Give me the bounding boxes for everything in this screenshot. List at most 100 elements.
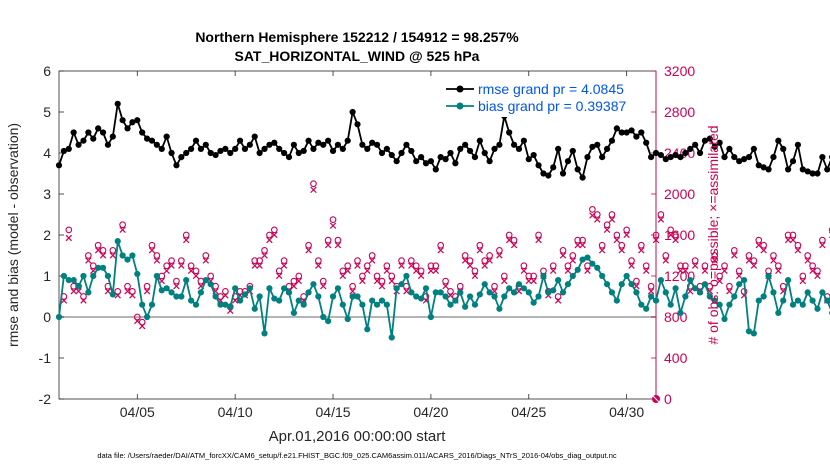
obs-assimilated-stroke <box>295 277 303 285</box>
obs-assimilated-point <box>550 267 557 275</box>
legend-bias-label: bias grand pr = 0.39387 <box>478 98 626 114</box>
rmse-point <box>418 154 425 161</box>
obs-assimilated-stroke <box>109 252 117 259</box>
obs-assimilated-point <box>70 288 77 295</box>
obs-assimilated-stroke <box>447 292 454 299</box>
obs-possible-point <box>549 262 557 270</box>
obs-assimilated-point <box>320 282 327 290</box>
obs-assimilated-stroke <box>90 267 97 275</box>
rmse-point <box>506 129 513 136</box>
obs-assimilated-point <box>85 257 92 264</box>
rmse-point <box>745 154 753 161</box>
obs-assimilated-stroke <box>657 216 665 223</box>
obs-assimilated-point <box>378 282 386 290</box>
bias-point <box>285 289 293 296</box>
obs-assimilated-point <box>775 267 782 275</box>
obs-possible-point <box>525 272 533 280</box>
obs-assimilated-point <box>251 262 258 269</box>
obs-assimilated-point <box>554 297 562 304</box>
legend-rmse-label: rmse grand pr = 4.0845 <box>478 81 624 97</box>
obs-assimilated-point <box>412 267 420 275</box>
legend: rmse grand pr = 4.0845 bias grand pr = 0… <box>441 77 648 117</box>
obs-possible-point <box>251 257 259 264</box>
obs-assimilated-stroke <box>775 267 782 275</box>
bias-point <box>711 297 718 304</box>
obs-assimilated-point <box>398 262 405 269</box>
obs-possible-point <box>593 211 601 218</box>
obs-assimilated-point <box>505 236 513 244</box>
bias-point <box>124 256 131 263</box>
bias-point <box>736 281 743 288</box>
bias-point <box>408 289 415 296</box>
obs-possible-point <box>280 257 288 264</box>
obs-assimilated-point <box>266 236 273 244</box>
obs-possible-point <box>295 272 303 280</box>
obs-assimilated-stroke <box>554 297 562 304</box>
obs-assimilated-stroke <box>359 277 366 285</box>
obs-assimilated-stroke <box>687 288 694 295</box>
obs-assimilated-stroke <box>559 252 567 259</box>
obs-assimilated-stroke <box>682 267 689 275</box>
bias-point <box>114 238 121 245</box>
bias-point <box>315 293 322 300</box>
rmse-point <box>794 141 802 148</box>
rmse-point <box>579 174 586 181</box>
obs-assimilated-stroke <box>275 272 283 280</box>
rmse-point <box>814 170 821 177</box>
bias-point <box>427 313 435 321</box>
rmse-point <box>188 145 195 152</box>
obs-possible-point <box>461 252 469 259</box>
bias-point <box>383 301 390 308</box>
bias-point <box>765 272 772 280</box>
obs-assimilated-stroke <box>535 236 542 244</box>
rmse-point <box>760 164 767 171</box>
obs-assimilated-point <box>168 262 175 269</box>
obs-assimilated-stroke <box>222 292 229 299</box>
rmse-point <box>481 149 488 157</box>
obs-possible-point <box>65 226 73 234</box>
obs-possible-point <box>256 257 263 264</box>
obs-assimilated-stroke <box>735 272 743 280</box>
obs-assimilated-point <box>368 257 376 264</box>
obs-possible-point <box>378 277 386 285</box>
obs-assimilated-point <box>809 267 816 275</box>
obs-assimilated-point <box>143 288 151 295</box>
obs-possible-point <box>559 247 567 254</box>
rmse-point <box>85 129 92 136</box>
bias-point <box>520 285 527 292</box>
obs-possible-point <box>814 267 821 275</box>
obs-assimilated-point <box>667 231 674 239</box>
y-right-tick-label: 2000 <box>664 186 695 202</box>
bias-point <box>148 301 156 308</box>
obs-possible-point <box>633 277 640 285</box>
obs-assimilated-point <box>486 257 493 264</box>
obs-assimilated-stroke <box>481 262 488 269</box>
obs-assimilated-stroke <box>261 252 268 259</box>
obs-assimilated-stroke <box>564 267 572 275</box>
rmse-point <box>413 158 420 165</box>
obs-assimilated-point <box>613 236 621 244</box>
bias-point <box>657 277 664 284</box>
bias-point <box>569 272 576 280</box>
obs-assimilated-stroke <box>515 288 523 295</box>
obs-assimilated-stroke <box>129 292 136 299</box>
y-left-tick-label: 0 <box>43 309 51 325</box>
bias-point <box>594 264 601 271</box>
bias-point <box>770 289 777 296</box>
bias-point <box>491 293 498 300</box>
bias-point <box>667 301 674 308</box>
rmse-point <box>466 147 474 155</box>
obs-assimilated-stroke <box>373 277 381 285</box>
obs-possible-point <box>828 227 830 233</box>
bias-point <box>608 289 616 296</box>
rmse-point <box>256 149 263 157</box>
rmse-point <box>70 129 77 136</box>
rmse-point <box>109 133 116 140</box>
obs-assimilated-point <box>373 277 381 285</box>
bias-point <box>618 281 625 288</box>
obs-assimilated-stroke <box>677 267 684 275</box>
obs-possible-point <box>363 262 371 270</box>
rmse-point <box>564 158 572 165</box>
obs-assimilated-stroke <box>432 267 440 275</box>
bias-point <box>261 330 268 337</box>
